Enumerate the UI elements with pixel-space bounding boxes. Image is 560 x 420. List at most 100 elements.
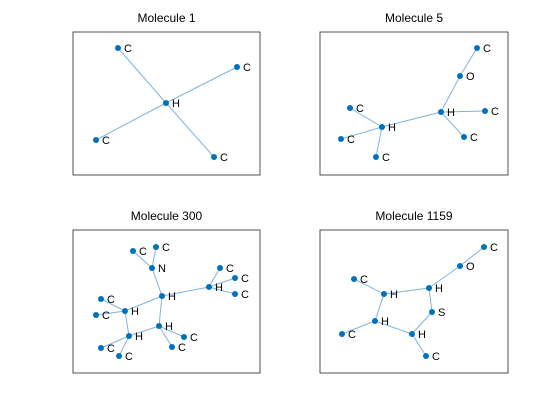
graph-panel: Molecule 1 H C C C C	[72, 11, 261, 176]
graph-panel: Molecule 5 C O H C C H C C C	[319, 11, 509, 176]
node-label: C	[102, 310, 110, 322]
node-label: C	[241, 273, 249, 285]
node	[181, 334, 187, 340]
edge	[158, 325, 173, 348]
node-label: O	[466, 71, 475, 83]
edge	[440, 75, 461, 113]
node	[93, 137, 99, 143]
node-label: C	[432, 351, 440, 363]
node	[234, 64, 240, 70]
edge	[165, 66, 238, 104]
edge	[118, 335, 130, 357]
edge	[375, 126, 383, 158]
node	[156, 323, 162, 329]
edge	[341, 320, 376, 335]
node-label: H	[435, 283, 443, 295]
edge	[132, 250, 153, 269]
node	[149, 265, 155, 271]
node-label: H	[447, 107, 455, 119]
node	[115, 45, 121, 51]
node	[481, 244, 487, 250]
edge	[440, 111, 465, 138]
node	[232, 275, 238, 281]
panel-title: Molecule 300	[131, 209, 203, 223]
node-label: C	[178, 342, 186, 354]
node-label: H	[172, 98, 180, 110]
edge	[381, 111, 442, 128]
edge	[349, 107, 383, 128]
edge	[374, 293, 385, 322]
node-label: H	[165, 321, 173, 333]
node	[426, 285, 432, 291]
node	[98, 296, 104, 302]
node-label: C	[220, 152, 228, 164]
node-label: C	[243, 62, 251, 74]
node	[379, 124, 385, 130]
edge	[383, 287, 430, 295]
node	[163, 100, 169, 106]
node	[482, 108, 488, 114]
node-label: C	[360, 274, 368, 286]
node-label: H	[388, 122, 396, 134]
node	[457, 73, 463, 79]
node	[126, 333, 132, 339]
node	[372, 318, 378, 324]
node	[409, 331, 415, 337]
edge	[124, 295, 163, 312]
edge	[459, 47, 478, 77]
axes-box	[319, 31, 509, 176]
node	[351, 276, 357, 282]
node-label: H	[381, 316, 389, 328]
edge	[161, 286, 210, 297]
node-label: C	[125, 351, 133, 363]
axes-box	[72, 229, 261, 374]
panel-title: Molecule 5	[385, 11, 443, 25]
edge	[340, 126, 383, 140]
node	[474, 45, 480, 51]
node-label: N	[158, 263, 166, 275]
node-label: H	[135, 331, 143, 343]
node-label: C	[124, 43, 132, 55]
node	[159, 293, 165, 299]
edge	[411, 311, 433, 335]
node	[339, 331, 345, 337]
node-label: C	[190, 332, 198, 344]
node	[338, 136, 344, 142]
node-label: C	[356, 103, 364, 115]
edge	[459, 246, 485, 267]
axes-box	[319, 229, 509, 374]
node-label: C	[107, 343, 115, 355]
node	[122, 308, 128, 314]
node	[169, 344, 175, 350]
node-label: H	[418, 329, 426, 341]
node-label: S	[438, 307, 445, 319]
edge	[95, 102, 167, 141]
edge	[208, 267, 221, 288]
node-label: H	[390, 289, 398, 301]
node	[373, 154, 379, 160]
node-label: C	[348, 329, 356, 341]
node	[429, 309, 435, 315]
edge	[128, 325, 160, 337]
node-label: C	[491, 106, 499, 118]
edge	[158, 325, 185, 338]
edge	[124, 310, 130, 337]
node-label: O	[466, 261, 475, 273]
node	[461, 134, 467, 140]
node	[232, 291, 238, 297]
node-label: H	[215, 282, 223, 294]
node-label: C	[226, 263, 234, 275]
edge	[440, 110, 486, 113]
edge	[374, 320, 413, 335]
edge	[428, 287, 433, 313]
node-label: C	[490, 242, 498, 254]
node-label: C	[102, 135, 110, 147]
edge	[165, 102, 215, 158]
edge	[353, 278, 385, 295]
node	[206, 284, 212, 290]
node-label: H	[131, 306, 139, 318]
edge	[95, 310, 126, 316]
node	[130, 248, 136, 254]
